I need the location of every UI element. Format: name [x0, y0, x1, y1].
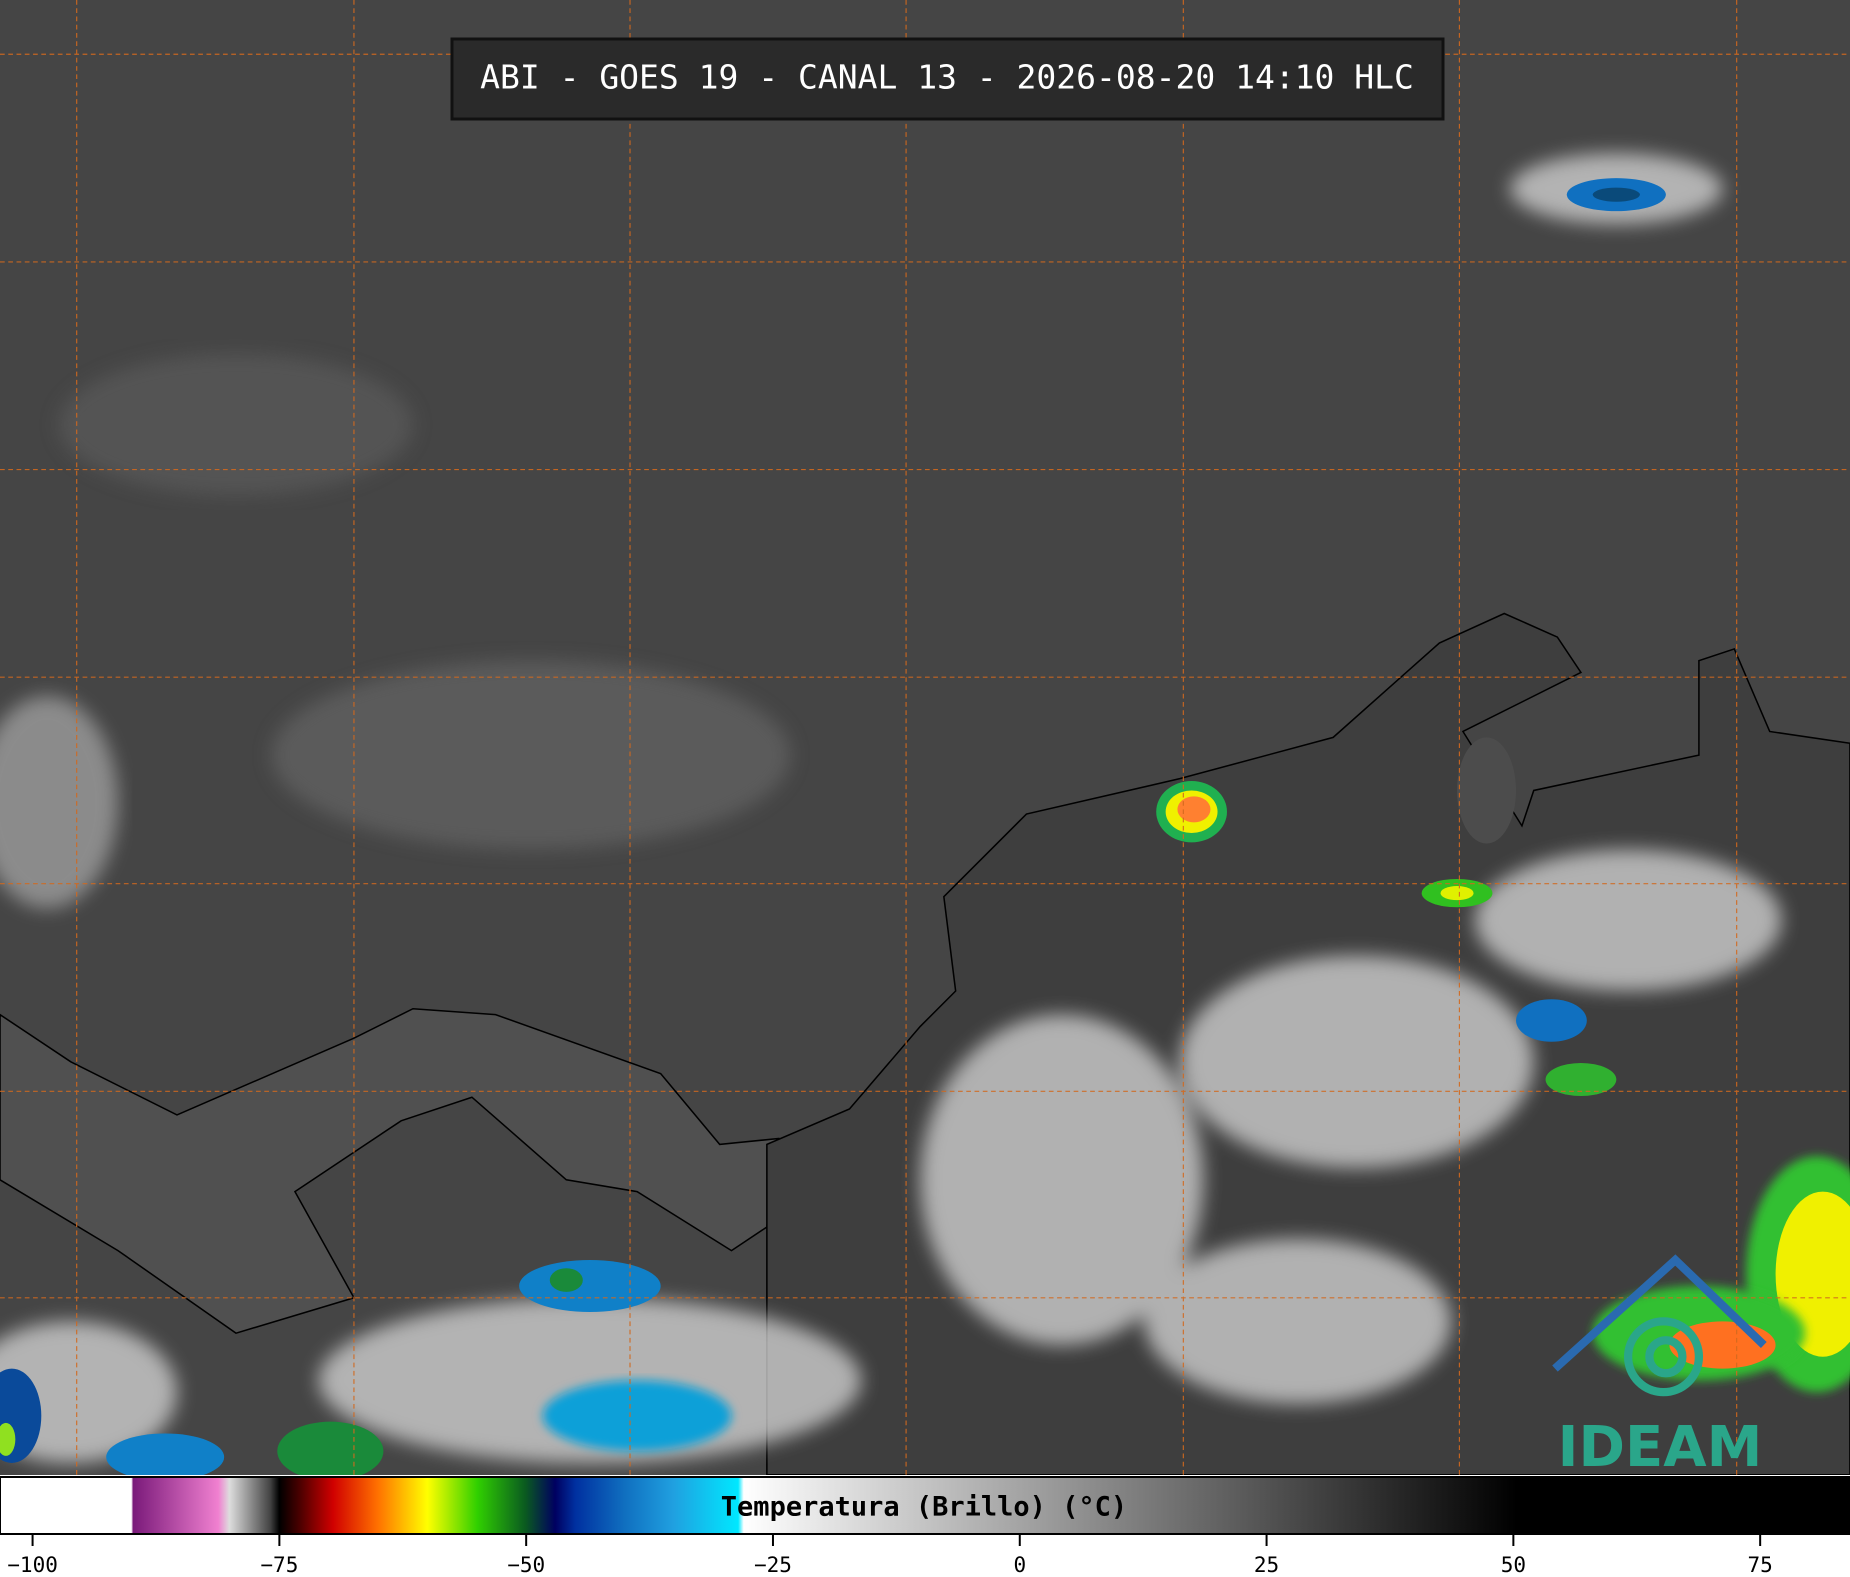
- colorbar-tick-label: 25: [1254, 1553, 1279, 1577]
- title-box: [450, 37, 1445, 121]
- satellite-image: ABI - GOES 19 - CANAL 13 - 2026-08-20 14…: [0, 0, 1850, 1481]
- title: ABI - GOES 19 - CANAL 13 - 2026-08-20 14…: [480, 58, 1414, 97]
- colorbar-tick-label: −75: [260, 1553, 298, 1577]
- colorbar-tick-label: 0: [1013, 1553, 1026, 1577]
- colorbar-tick-label: 50: [1501, 1553, 1526, 1577]
- colorbar-tick-label: 75: [1748, 1553, 1773, 1577]
- colorbar-tick-label: −100: [7, 1553, 58, 1577]
- colorbar: Temperatura (Brillo) (°C) −100 −75 −50 −25 0…: [0, 1475, 1850, 1577]
- logo-text: IDEAM: [1558, 1415, 1763, 1480]
- colorbar-tick-label: −50: [507, 1553, 545, 1577]
- colorbar-label: Temperatura (Brillo) (°C): [721, 1492, 1127, 1523]
- colorbar-tick-label: −25: [754, 1553, 792, 1577]
- logo-mark: [1552, 1254, 1767, 1397]
